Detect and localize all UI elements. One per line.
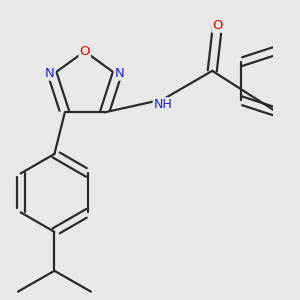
Text: O: O — [299, 75, 300, 88]
Text: O: O — [212, 19, 223, 32]
Text: N: N — [115, 67, 124, 80]
Text: NH: NH — [154, 98, 172, 111]
Text: N: N — [45, 67, 55, 80]
Text: O: O — [80, 45, 90, 58]
